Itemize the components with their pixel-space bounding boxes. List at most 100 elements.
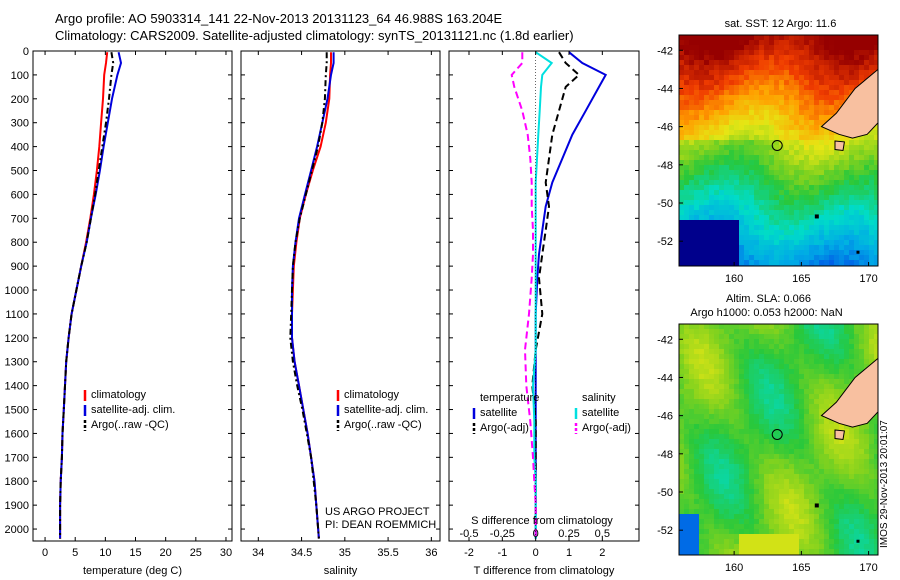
plot-frame <box>240 50 441 542</box>
x2-tick-label: -0.25 <box>490 528 515 540</box>
legend-label: Argo(..raw -QC) <box>344 419 422 431</box>
x-tick-label: 34 <box>252 547 264 559</box>
legend-label: Argo(..raw -QC) <box>91 419 169 431</box>
land-campbell-island <box>856 250 860 254</box>
x-tick-label: 35.5 <box>377 547 398 559</box>
series-line-1 <box>531 51 581 539</box>
y-tick-label: 800 <box>11 237 29 249</box>
x-axis-label: T difference from climatology <box>474 565 615 577</box>
map-y-tick-label: -52 <box>657 236 673 248</box>
x-tick-label: 30 <box>220 547 232 559</box>
map-y-tick-label: -46 <box>657 411 673 423</box>
map-title: Altim. SLA: 0.066 <box>726 293 811 305</box>
y-tick-label: 1000 <box>5 285 29 297</box>
map-y-tick-label: -48 <box>657 449 673 461</box>
y-tick-label: 1300 <box>5 357 29 369</box>
x-tick-label: 2 <box>599 547 605 559</box>
map-y-tick-label: -52 <box>657 525 673 537</box>
map-y-tick-label: -44 <box>657 372 673 384</box>
legend-label: Argo(-adj) <box>582 422 631 434</box>
legend-title: salinity <box>582 392 616 404</box>
land-stewart-island <box>834 429 845 441</box>
y-tick-label: 100 <box>11 70 29 82</box>
y-tick-label: 1500 <box>5 405 29 417</box>
legend-label: satellite <box>582 407 619 419</box>
y-tick-label: 500 <box>11 166 29 178</box>
x-tick-label: -1 <box>497 547 507 559</box>
map-subtitle: Argo h1000: 0.053 h2000: NaN <box>690 307 842 319</box>
series-group <box>59 51 123 539</box>
y-tick-label: 1700 <box>5 452 29 464</box>
series-line-1 <box>59 51 123 539</box>
y-tick-label: 1400 <box>5 381 29 393</box>
map-y-tick-label: -42 <box>657 45 673 57</box>
land-new-zealand <box>820 35 878 139</box>
y-tick-label: 1800 <box>5 476 29 488</box>
y-tick-label: 1200 <box>5 333 29 345</box>
y-tick-label: 700 <box>11 213 29 225</box>
x2-tick-label: 0.25 <box>558 528 579 540</box>
series-group <box>510 51 608 539</box>
map-y-tick-label: -50 <box>657 198 673 210</box>
map-frame <box>678 323 879 556</box>
land-stewart-island <box>834 140 845 152</box>
map-y-tick-label: -50 <box>657 487 673 499</box>
land-auckland-islands <box>814 214 819 219</box>
map-x-tick-label: 160 <box>725 273 743 285</box>
legend-label: satellite <box>480 407 517 419</box>
series-line-2 <box>531 51 554 539</box>
x-tick-label: 10 <box>99 547 111 559</box>
argo-position-marker <box>771 139 783 151</box>
y-tick-label: 1100 <box>5 309 29 321</box>
x-tick-label: 20 <box>160 547 172 559</box>
plot-frame <box>448 50 640 542</box>
map-x-tick-label: 165 <box>792 273 810 285</box>
y-tick-label: 600 <box>11 189 29 201</box>
land-auckland-islands <box>814 503 819 508</box>
x-tick-label: 0 <box>42 547 48 559</box>
y-tick-label: 900 <box>11 261 29 273</box>
x-tick-label: 36 <box>425 547 437 559</box>
map-x-tick-label: 170 <box>859 273 877 285</box>
series-group <box>289 52 335 539</box>
series-line-3 <box>510 52 537 539</box>
map-y-tick-label: -42 <box>657 334 673 346</box>
x2-tick-label: 0.5 <box>595 528 610 540</box>
y-tick-label: 1900 <box>5 500 29 512</box>
series-line-2 <box>59 52 115 539</box>
y-tick-label: 2000 <box>5 524 29 536</box>
series-line-2 <box>289 52 328 539</box>
x2-tick-label: -0.5 <box>460 528 479 540</box>
y-tick-label: 300 <box>11 118 29 130</box>
x-tick-label: 5 <box>72 547 78 559</box>
imos-watermark: IMOS 29-Nov-2013 20:01:07 <box>879 420 890 548</box>
header-line-2: Climatology: CARS2009. Satellite-adjuste… <box>55 28 574 43</box>
x-tick-label: 15 <box>129 547 141 559</box>
x-axis-label: temperature (deg C) <box>83 565 182 577</box>
map-y-tick-label: -46 <box>657 122 673 134</box>
sla-field <box>679 324 878 555</box>
land-new-zealand <box>820 324 878 428</box>
legend-title: temperature <box>480 392 539 404</box>
annotation-text: US ARGO PROJECT <box>325 506 430 518</box>
y-tick-label: 1600 <box>5 428 29 440</box>
x-axis-label: salinity <box>324 565 358 577</box>
map-x-tick-label: 165 <box>792 562 810 574</box>
x-tick-label: 35 <box>339 547 351 559</box>
map-title: sat. SST: 12 Argo: 11.6 <box>725 18 837 30</box>
map-y-tick-label: -44 <box>657 83 673 95</box>
map-y-tick-label: -48 <box>657 160 673 172</box>
annotation-text: PI: DEAN ROEMMICH <box>325 519 436 531</box>
sst-field <box>679 35 878 266</box>
y-tick-label: 200 <box>11 94 29 106</box>
series-line-0 <box>59 52 109 539</box>
legend-label: satellite-adj. clim. <box>344 404 428 416</box>
x-tick-label: 0 <box>533 547 539 559</box>
legend-label: satellite-adj. clim. <box>91 404 175 416</box>
land-campbell-island <box>856 539 860 543</box>
legend-label: climatology <box>91 389 147 401</box>
series-line-0 <box>534 51 608 539</box>
x2-axis-label: S difference from climatology <box>471 515 613 527</box>
y-tick-label: 400 <box>11 142 29 154</box>
